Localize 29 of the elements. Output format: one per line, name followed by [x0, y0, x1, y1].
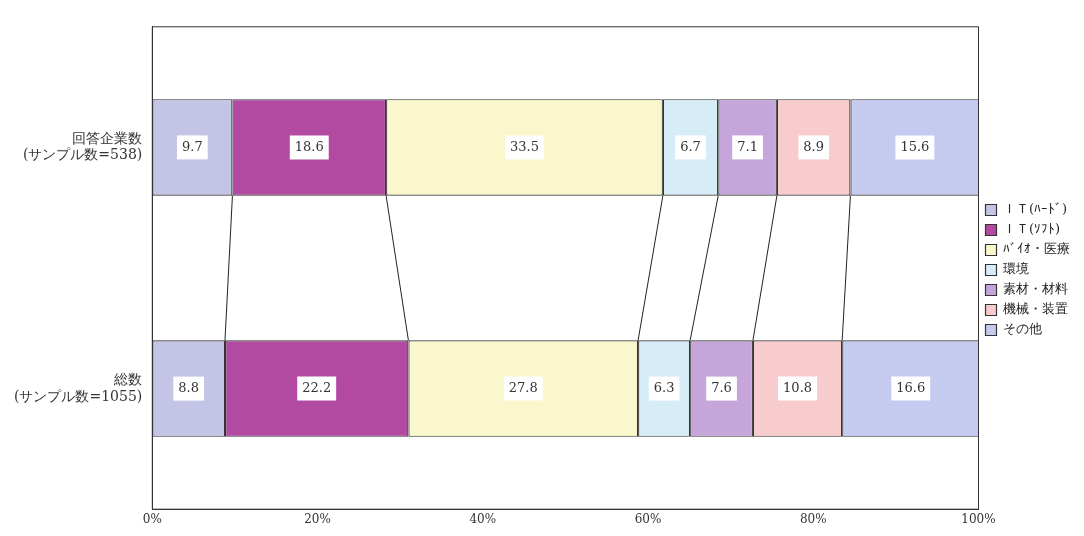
- data-label: 18.6: [294, 138, 324, 154]
- legend-label: ﾊﾞｲｵ・医療: [1003, 241, 1070, 257]
- x-tick-label: 0%: [142, 511, 162, 526]
- legend-label: ＩＴ(ﾊｰﾄﾞ): [1003, 201, 1068, 217]
- data-label: 6.3: [653, 379, 675, 395]
- data-label: 8.9: [803, 138, 825, 154]
- y-tick-label: 総数 (サンプル数=1055): [13, 370, 143, 404]
- data-label: 22.2: [302, 379, 332, 395]
- data-label: 16.6: [896, 379, 926, 395]
- y-tick-label: 回答企業数 (サンプル数=538): [22, 129, 143, 163]
- legend-label: 素材・材料: [1003, 281, 1068, 297]
- data-label: 15.6: [900, 138, 930, 154]
- data-label: 7.1: [737, 138, 758, 154]
- legend-label: 環境: [1003, 261, 1029, 277]
- legend-label: ＩＴ(ｿﾌﾄ): [1003, 221, 1061, 237]
- x-tick-label: 100%: [961, 511, 996, 526]
- data-label: 33.5: [510, 138, 539, 154]
- x-tick-label: 80%: [799, 511, 827, 526]
- x-tick-label: 60%: [634, 511, 662, 526]
- x-tick-label: 40%: [469, 511, 497, 526]
- data-label: 8.8: [178, 379, 199, 395]
- data-label: 6.7: [680, 138, 701, 154]
- x-tick-label: 20%: [304, 511, 331, 526]
- data-label: 27.8: [508, 379, 538, 395]
- legend-label: その他: [1003, 321, 1042, 337]
- data-label: 7.6: [711, 379, 732, 395]
- data-label: 10.8: [783, 379, 813, 395]
- data-label: 9.7: [182, 138, 203, 154]
- legend-label: 機械・装置: [1003, 301, 1068, 317]
